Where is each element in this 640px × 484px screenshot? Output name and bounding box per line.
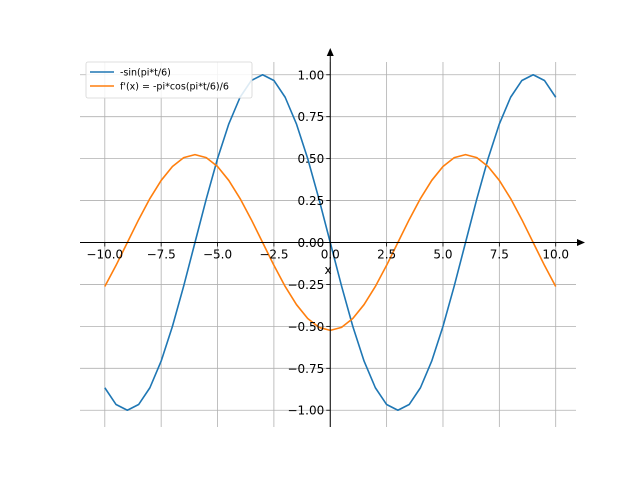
y-tick-label: 0.50 [298,152,325,166]
y-tick-label: −0.75 [287,362,324,376]
legend-box [85,61,253,99]
y-tick-label: −0.25 [287,278,324,292]
legend: -sin(pi*t/6) f'(x) = -pi*cos(pi*t/6)/6 [85,61,253,99]
x-tick-label: 10.0 [542,248,569,262]
y-tick-label: 0.00 [298,236,325,250]
x-tick-label: −5.0 [203,248,232,262]
legend-label-2: f'(x) = -pi*cos(pi*t/6)/6 [120,82,229,93]
axes [80,48,585,427]
y-tick-label: −0.50 [287,320,324,334]
x-tick-label: 7.5 [490,248,509,262]
legend-label-1: -sin(pi*t/6) [120,68,171,79]
x-tick-label: −2.5 [259,248,288,262]
x-tick-label: 5.0 [433,248,452,262]
y-tick-label: −1.00 [287,404,324,418]
y-tick-label: 0.25 [298,194,325,208]
y-tick-label: 1.00 [298,68,325,82]
y-axis-arrow-icon [326,48,334,56]
x-axis-arrow-icon [577,239,585,246]
x-tick-label: 2.5 [377,248,396,262]
tick-labels: −10.0 −7.5 −5.0 −2.5 0.0 2.5 5.0 7.5 10.0 −1.00 −0… [86,68,569,417]
y-tick-label: 0.75 [298,110,325,124]
x-tick-label: −10.0 [86,248,123,262]
x-axis-label: x [324,263,331,277]
x-tick-label: 0.0 [321,248,340,262]
x-tick-label: −7.5 [147,248,176,262]
